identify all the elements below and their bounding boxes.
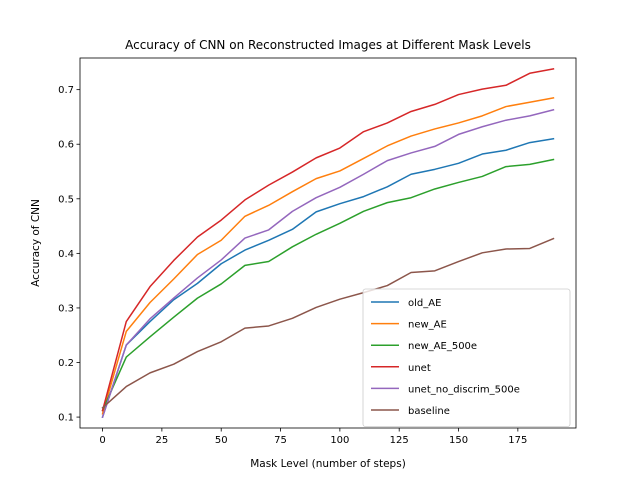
x-tick-label: 25 xyxy=(156,435,169,446)
series-line-unet xyxy=(101,68,555,412)
y-axis: 0.1 0.2 0.3 0.4 0.5 0.6 0.7 xyxy=(58,85,80,424)
plot-area xyxy=(101,68,555,419)
series-line-baseline xyxy=(101,237,555,409)
y-tick-label: 0.2 xyxy=(58,358,74,369)
x-tick-label: 175 xyxy=(508,435,527,446)
y-tick-label: 0.4 xyxy=(58,249,74,260)
y-tick-label: 0.6 xyxy=(58,140,74,151)
x-axis: 0 25 50 75 100 125 150 175 xyxy=(99,428,527,446)
legend-label-unet-no-discrim-500e: unet_no_discrim_500e xyxy=(408,384,520,395)
x-tick-label: 150 xyxy=(449,435,468,446)
series-line-old-AE xyxy=(101,137,555,419)
legend-label-old-AE: old_AE xyxy=(408,298,441,309)
y-tick-label: 0.1 xyxy=(58,413,74,424)
y-tick-label: 0.7 xyxy=(58,85,74,96)
x-tick-label: 75 xyxy=(274,435,287,446)
x-tick-label: 100 xyxy=(330,435,349,446)
series-line-new-AE xyxy=(101,96,555,415)
chart-title: Accuracy of CNN on Reconstructed Images … xyxy=(125,38,531,52)
x-axis-label: Mask Level (number of steps) xyxy=(250,458,406,470)
legend-label-unet: unet xyxy=(408,363,431,374)
legend-box xyxy=(362,288,571,428)
legend-label-new-AE-500e: new_AE_500e xyxy=(408,341,477,352)
y-axis-label: Accuracy of CNN xyxy=(30,199,42,287)
axes-frame xyxy=(79,57,577,429)
legend-label-new-AE: new_AE xyxy=(408,320,447,331)
series-line-new-AE-500e xyxy=(101,158,555,412)
y-tick-label: 0.5 xyxy=(58,194,74,205)
x-tick-label: 125 xyxy=(390,435,409,446)
x-tick-label: 50 xyxy=(215,435,228,446)
series-line-unet-no-discrim-500e xyxy=(101,108,555,419)
x-tick-label: 0 xyxy=(99,435,105,446)
y-tick-label: 0.3 xyxy=(58,303,74,314)
legend-label-baseline: baseline xyxy=(408,406,450,417)
